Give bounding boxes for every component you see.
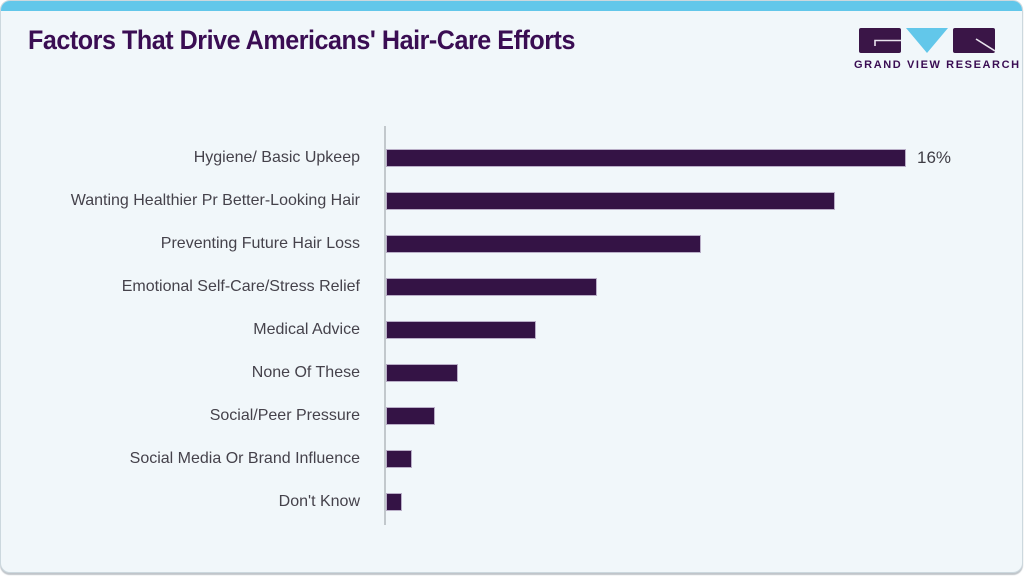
category-label: Hygiene/ Basic Upkeep <box>193 148 360 166</box>
chart-row: Social/Peer Pressure <box>1 394 1022 437</box>
bar <box>386 148 906 167</box>
chart-row: Social Media Or Brand Influence <box>1 437 1022 480</box>
chart-row: Medical Advice <box>1 308 1022 351</box>
chart-row: Emotional Self-Care/Stress Relief <box>1 265 1022 308</box>
bar <box>386 449 412 468</box>
category-label: Wanting Healthier Pr Better-Looking Hair <box>70 191 360 209</box>
chart-row: Don't Know <box>1 480 1022 523</box>
bar <box>386 234 701 253</box>
logo-r-stroke <box>975 38 995 52</box>
y-axis-line <box>384 126 386 525</box>
category-label: None Of These <box>251 363 360 381</box>
logo-r-block <box>953 28 995 53</box>
accent-top-bar <box>1 1 1022 11</box>
gvr-logo-text: GRAND VIEW RESEARCH <box>854 59 1021 71</box>
chart-row: None Of These <box>1 351 1022 394</box>
gvr-logo: GRAND VIEW RESEARCH <box>854 28 1021 71</box>
logo-v-triangle <box>906 28 948 53</box>
bar <box>386 191 835 210</box>
category-label: Emotional Self-Care/Stress Relief <box>121 277 360 295</box>
gvr-logo-icon <box>859 28 995 53</box>
chart-row: Preventing Future Hair Loss <box>1 222 1022 265</box>
bar <box>386 320 536 339</box>
chart-row: Hygiene/ Basic Upkeep 16% <box>1 136 1022 179</box>
chart-row: Wanting Healthier Pr Better-Looking Hair <box>1 179 1022 222</box>
bar-value-label: 16% <box>917 147 952 167</box>
category-label: Don't Know <box>278 492 360 510</box>
category-label: Social/Peer Pressure <box>209 406 360 424</box>
bar <box>386 492 402 511</box>
chart-rows: Hygiene/ Basic Upkeep 16% Wanting Healthie… <box>1 136 1022 523</box>
category-label: Preventing Future Hair Loss <box>160 234 360 252</box>
category-label: Social Media Or Brand Influence <box>129 449 360 467</box>
page-title: Factors That Drive Americans' Hair-Care … <box>28 25 575 55</box>
bar <box>386 406 435 425</box>
bar-chart: Hygiene/ Basic Upkeep 16% Wanting Healthie… <box>1 126 1022 525</box>
logo-g-stroke <box>874 39 901 46</box>
bar <box>386 277 597 296</box>
bar <box>386 363 458 382</box>
category-label: Medical Advice <box>253 320 360 338</box>
